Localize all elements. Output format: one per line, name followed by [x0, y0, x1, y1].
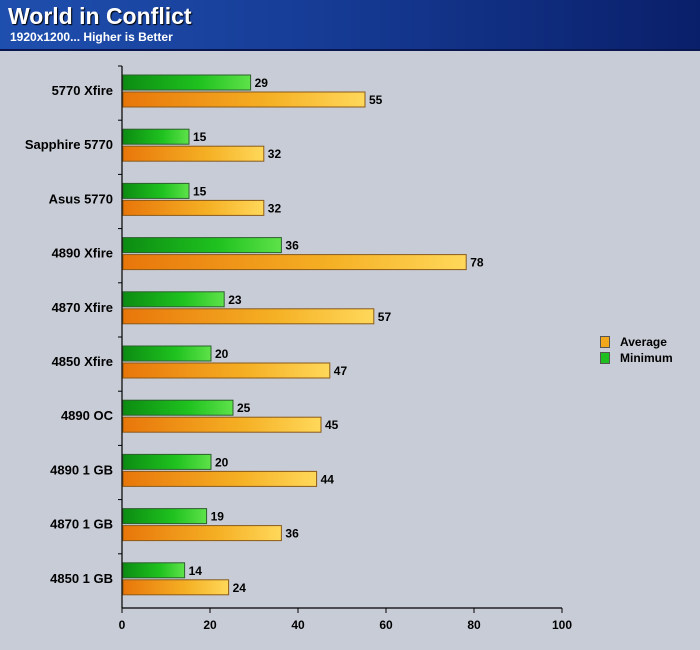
legend-item-average: Average	[600, 334, 673, 350]
bar-minimum	[122, 399, 234, 416]
bar-minimum	[122, 74, 252, 91]
bar-average	[122, 579, 230, 596]
category-label: 5770 Xfire	[52, 83, 113, 98]
bar-minimum	[122, 562, 186, 579]
legend-label-average: Average	[620, 335, 667, 349]
bar-minimum	[122, 345, 212, 362]
data-label-average: 78	[470, 256, 484, 270]
legend-swatch-average	[600, 336, 610, 348]
data-label-average: 36	[285, 527, 299, 541]
category-label: Asus 5770	[49, 191, 113, 206]
bar-average	[122, 145, 265, 162]
bar-minimum	[122, 128, 190, 145]
bar-minimum	[122, 237, 282, 254]
data-label-average: 45	[325, 418, 339, 432]
data-label-minimum: 19	[211, 510, 225, 524]
bar-minimum	[122, 453, 212, 470]
bar-average	[122, 91, 366, 108]
chart-header: World in Conflict 1920x1200... Higher is…	[0, 0, 700, 51]
category-label: 4870 1 GB	[50, 517, 113, 532]
bar-minimum	[122, 182, 190, 199]
data-label-minimum: 14	[189, 564, 203, 578]
data-label-minimum: 15	[193, 184, 207, 198]
category-label: 4890 Xfire	[52, 246, 113, 261]
category-label: 4890 OC	[61, 408, 114, 423]
x-tick-label: 60	[379, 618, 393, 632]
bar-average	[122, 525, 282, 542]
bar-average	[122, 362, 331, 379]
data-label-average: 44	[321, 472, 335, 486]
data-label-minimum: 29	[255, 76, 269, 90]
legend-label-minimum: Minimum	[620, 351, 673, 365]
bar-average	[122, 308, 375, 325]
bar-average	[122, 416, 322, 433]
bar-minimum	[122, 291, 225, 308]
bar-average	[122, 254, 467, 271]
category-label: 4870 Xfire	[52, 300, 113, 315]
legend-swatch-minimum	[600, 352, 610, 364]
data-label-average: 55	[369, 93, 383, 107]
category-label: 4890 1 GB	[50, 462, 113, 477]
plot-area: 0 20 40 60 80 100 5770 Xfire 29 55 Sapphire 5770 1…	[25, 65, 572, 632]
data-label-minimum: 20	[215, 347, 229, 361]
x-tick-label: 20	[203, 618, 217, 632]
legend-item-minimum: Minimum	[600, 350, 673, 366]
bar-minimum	[122, 508, 208, 525]
x-tick-label: 0	[119, 618, 126, 632]
data-label-average: 47	[334, 364, 348, 378]
category-label: 4850 Xfire	[52, 354, 113, 369]
bar-average	[122, 470, 318, 487]
x-tick-label: 40	[291, 618, 305, 632]
data-label-average: 24	[233, 581, 247, 595]
data-label-average: 57	[378, 310, 392, 324]
data-label-minimum: 23	[228, 293, 242, 307]
category-label: Sapphire 5770	[25, 137, 113, 152]
data-label-minimum: 20	[215, 455, 229, 469]
chart-subtitle: 1920x1200... Higher is Better	[10, 30, 173, 44]
data-label-average: 32	[268, 201, 282, 215]
data-label-average: 32	[268, 147, 282, 161]
data-label-minimum: 25	[237, 401, 251, 415]
bar-average	[122, 199, 265, 216]
x-tick-label: 80	[467, 618, 481, 632]
x-tick-label: 100	[552, 618, 572, 632]
legend: Average Minimum	[600, 334, 673, 366]
data-label-minimum: 36	[285, 239, 299, 253]
chart-title: World in Conflict	[8, 3, 192, 29]
category-label: 4850 1 GB	[50, 571, 113, 586]
data-label-minimum: 15	[193, 130, 207, 144]
